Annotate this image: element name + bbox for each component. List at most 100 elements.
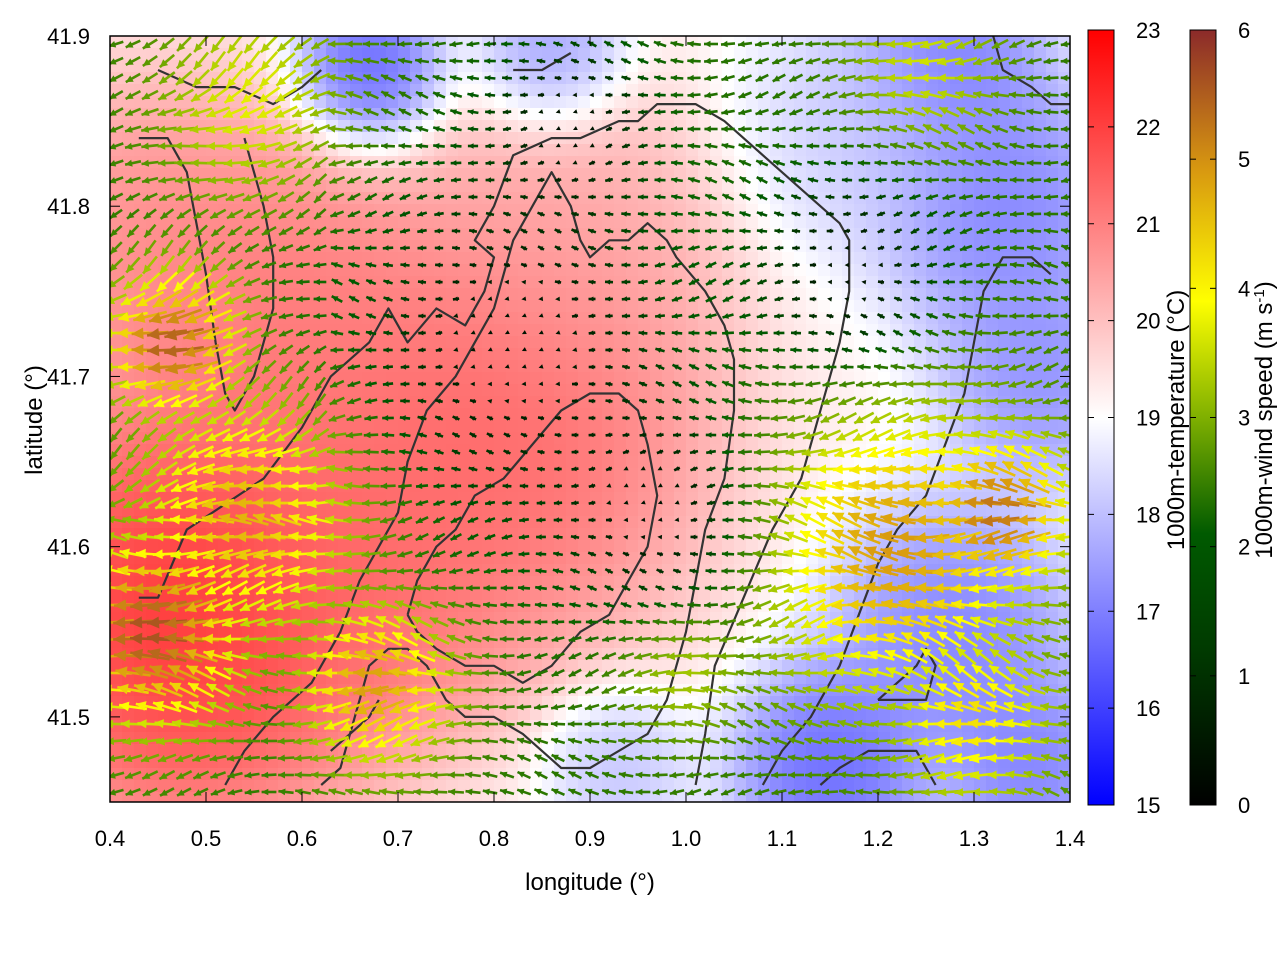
heatmap-cell bbox=[302, 744, 315, 757]
heatmap-cell bbox=[158, 744, 171, 757]
heatmap-cell bbox=[542, 240, 555, 253]
heatmap-cell bbox=[290, 168, 303, 181]
heatmap-cell bbox=[662, 132, 675, 145]
heatmap-cell bbox=[110, 48, 123, 61]
heatmap-cell bbox=[746, 48, 759, 61]
heatmap-cell bbox=[842, 48, 855, 61]
heatmap-cell bbox=[626, 240, 639, 253]
heatmap-cell bbox=[770, 336, 783, 349]
heatmap-cell bbox=[554, 156, 567, 169]
heatmap-cell bbox=[1046, 96, 1059, 109]
heatmap-cell bbox=[554, 456, 567, 469]
heatmap-cell bbox=[374, 300, 387, 313]
heatmap-cell bbox=[338, 288, 351, 301]
heatmap-cell bbox=[422, 744, 435, 757]
heatmap-cell bbox=[182, 36, 195, 49]
heatmap-cell bbox=[806, 252, 819, 265]
heatmap-cell bbox=[122, 132, 135, 145]
heatmap-cell bbox=[458, 444, 471, 457]
heatmap-cell bbox=[506, 384, 519, 397]
heatmap-cell bbox=[662, 444, 675, 457]
heatmap-cell bbox=[590, 504, 603, 517]
heatmap-cell bbox=[926, 708, 939, 721]
heatmap-cell bbox=[518, 720, 531, 733]
heatmap-cell bbox=[542, 300, 555, 313]
heatmap-cell bbox=[542, 144, 555, 157]
heatmap-cell bbox=[830, 288, 843, 301]
heatmap-cell bbox=[254, 84, 267, 97]
heatmap-cell bbox=[986, 132, 999, 145]
heatmap-cell bbox=[506, 624, 519, 637]
heatmap-cell bbox=[494, 420, 507, 433]
heatmap-cell bbox=[698, 180, 711, 193]
heatmap-cell bbox=[962, 96, 975, 109]
heatmap-cell bbox=[458, 708, 471, 721]
heatmap-cell bbox=[686, 516, 699, 529]
plot-area: 0.4 0.5 0.6 0.7 0.8 0.9 1.0 1.1 1.2 1.3 1.441.541.… bbox=[47, 24, 1085, 851]
heatmap-cell bbox=[482, 384, 495, 397]
heatmap-cell bbox=[986, 48, 999, 61]
heatmap-cell bbox=[146, 516, 159, 529]
heatmap-cell bbox=[794, 72, 807, 85]
heatmap-cell bbox=[1058, 312, 1070, 325]
heatmap-cell bbox=[650, 252, 663, 265]
heatmap-cell bbox=[722, 96, 735, 109]
heatmap-cell bbox=[578, 432, 591, 445]
heatmap-cell bbox=[626, 624, 639, 637]
heatmap-cell bbox=[1034, 108, 1047, 121]
heatmap-cell bbox=[602, 540, 615, 553]
heatmap-cell bbox=[374, 216, 387, 229]
heatmap-cell bbox=[614, 216, 627, 229]
heatmap-cell bbox=[746, 336, 759, 349]
heatmap-cell bbox=[386, 216, 399, 229]
heatmap-cell bbox=[434, 240, 447, 253]
heatmap-cell bbox=[494, 372, 507, 385]
heatmap-cell bbox=[902, 96, 915, 109]
heatmap-cell bbox=[638, 324, 651, 337]
heatmap-cell bbox=[602, 108, 615, 121]
heatmap-cell bbox=[962, 420, 975, 433]
heatmap-cell bbox=[554, 504, 567, 517]
heatmap-cell bbox=[878, 720, 891, 733]
heatmap-cell bbox=[110, 132, 123, 145]
heatmap-cell bbox=[146, 708, 159, 721]
heatmap-cell bbox=[542, 624, 555, 637]
heatmap-cell bbox=[782, 324, 795, 337]
heatmap-cell bbox=[770, 420, 783, 433]
heatmap-cell bbox=[182, 96, 195, 109]
heatmap-cell bbox=[710, 132, 723, 145]
heatmap-cell bbox=[818, 132, 831, 145]
heatmap-cell bbox=[794, 48, 807, 61]
heatmap-cell bbox=[170, 48, 183, 61]
heatmap-cell bbox=[662, 72, 675, 85]
heatmap-cell bbox=[986, 216, 999, 229]
heatmap-cell bbox=[482, 360, 495, 373]
heatmap-cell bbox=[374, 252, 387, 265]
heatmap-cell bbox=[542, 48, 555, 61]
heatmap-cell bbox=[182, 540, 195, 553]
heatmap-cell bbox=[794, 336, 807, 349]
heatmap-cell bbox=[530, 384, 543, 397]
heatmap-cell bbox=[626, 192, 639, 205]
heatmap-cell bbox=[962, 132, 975, 145]
heatmap-cell bbox=[494, 96, 507, 109]
heatmap-cell bbox=[818, 216, 831, 229]
heatmap-cell bbox=[674, 96, 687, 109]
heatmap-cell bbox=[746, 300, 759, 313]
heatmap-cell bbox=[734, 72, 747, 85]
heatmap-cell bbox=[350, 96, 363, 109]
heatmap-cell bbox=[362, 96, 375, 109]
heatmap-cell bbox=[530, 456, 543, 469]
heatmap-cell bbox=[746, 216, 759, 229]
heatmap-cell bbox=[458, 624, 471, 637]
heatmap-cell bbox=[614, 444, 627, 457]
heatmap-cell bbox=[818, 48, 831, 61]
heatmap-cell bbox=[650, 336, 663, 349]
heatmap-cell bbox=[1058, 420, 1070, 433]
heatmap-cell bbox=[218, 744, 231, 757]
heatmap-cell bbox=[710, 456, 723, 469]
heatmap-cell bbox=[698, 312, 711, 325]
heatmap-cell bbox=[458, 300, 471, 313]
heatmap-cell bbox=[446, 300, 459, 313]
heatmap-cell bbox=[818, 252, 831, 265]
